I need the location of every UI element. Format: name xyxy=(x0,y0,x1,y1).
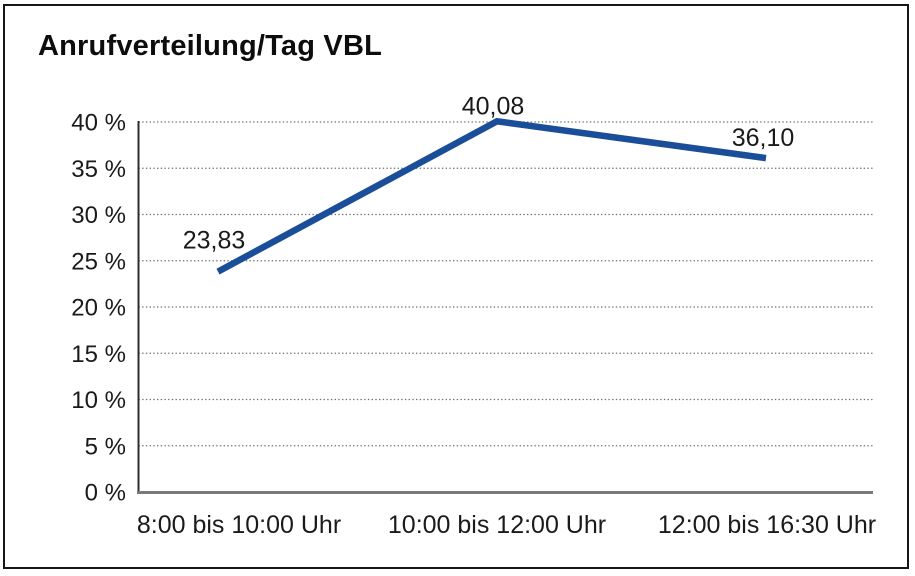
y-tick-label: 40 % xyxy=(71,110,126,137)
chart-title: Anrufverteilung/Tag VBL xyxy=(38,30,383,62)
x-category-label: 12:00 bis 16:30 Uhr xyxy=(658,511,876,539)
y-tick-label: 5 % xyxy=(85,433,126,460)
x-category-label: 8:00 bis 10:00 Uhr xyxy=(137,511,341,539)
y-tick-label: 35 % xyxy=(71,156,126,183)
data-point-label: 23,83 xyxy=(183,227,246,255)
y-tick-label: 20 % xyxy=(71,295,126,322)
data-point-label: 36,10 xyxy=(732,124,795,152)
y-tick-label: 0 % xyxy=(85,480,126,507)
y-tick-label: 15 % xyxy=(71,341,126,368)
y-tick-label: 25 % xyxy=(71,248,126,275)
series-line xyxy=(216,117,767,275)
data-point-label: 40,08 xyxy=(462,92,525,120)
y-tick-label: 10 % xyxy=(71,387,126,414)
y-tick-label: 30 % xyxy=(71,202,126,229)
x-category-label: 10:00 bis 12:00 Uhr xyxy=(388,511,606,539)
